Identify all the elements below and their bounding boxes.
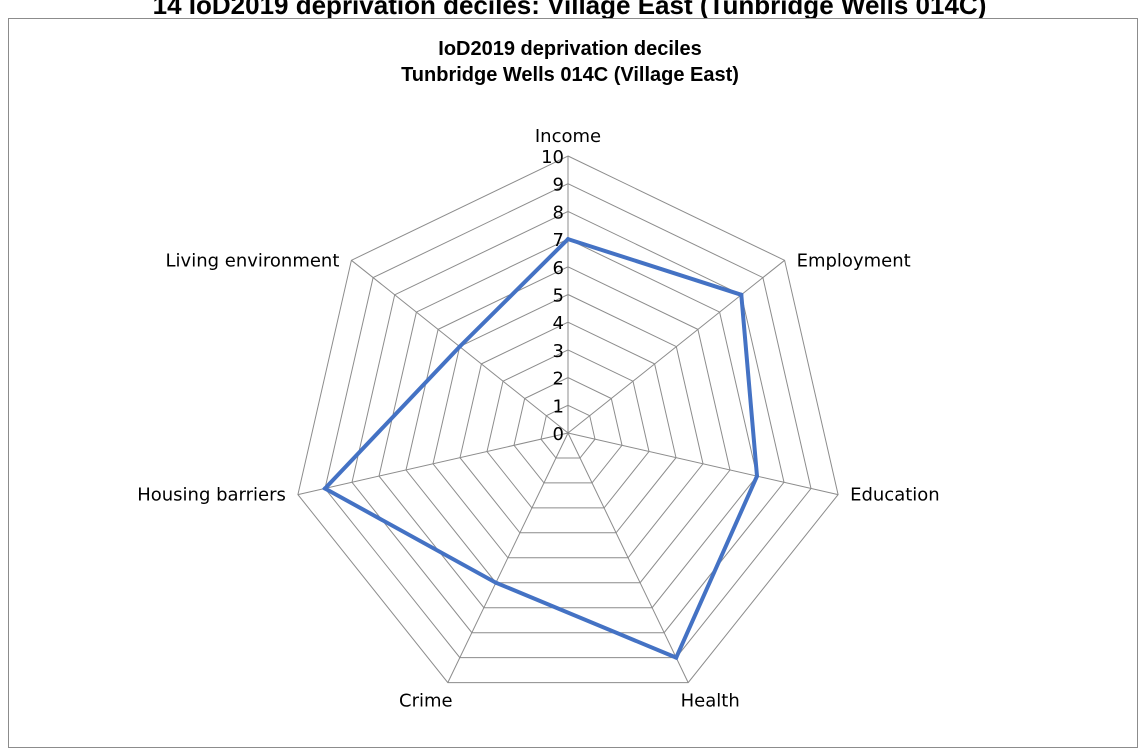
- tick-label: 9: [553, 175, 564, 196]
- category-labels: Income Employment Education Health Crime Hous…: [137, 126, 940, 712]
- spoke-3: [567, 432, 689, 683]
- grid-ring-8: [351, 210, 785, 634]
- chart-frame: IoD2019 deprivation deciles Tunbridge We…: [8, 18, 1138, 748]
- tick-label: 2: [553, 369, 564, 390]
- grid-ring-7: [378, 238, 758, 609]
- category-label: Crime: [399, 691, 453, 712]
- chart-title-line-1: IoD2019 deprivation deciles: [438, 38, 701, 60]
- tick-label: 0: [553, 424, 564, 445]
- category-label: Employment: [797, 250, 911, 271]
- radial-tick-labels: 0 1 2 3 4 5 6 7 8 9 10: [541, 147, 564, 445]
- data-point: [457, 344, 462, 349]
- spoke-1: [567, 259, 785, 434]
- tick-label: 8: [553, 202, 564, 223]
- radar-grid: [297, 155, 839, 684]
- grid-ring-6: [405, 266, 731, 584]
- spoke-2: [567, 432, 839, 496]
- grid-ring-2: [513, 377, 623, 484]
- category-label: Income: [535, 126, 601, 147]
- data-point: [493, 580, 498, 585]
- category-label: Living environment: [166, 250, 340, 271]
- tick-label: 3: [553, 341, 564, 362]
- grid-ring-9: [324, 183, 812, 659]
- tick-label: 1: [553, 396, 564, 417]
- data-point: [323, 486, 327, 491]
- grid-ring-1: [540, 404, 596, 459]
- category-label: Housing barriers: [137, 485, 286, 506]
- data-point: [739, 292, 744, 297]
- series-line-0: [321, 236, 760, 661]
- grid-ring-3: [486, 349, 650, 509]
- tick-label: 4: [553, 313, 564, 334]
- radar-chart: IoD2019 deprivation deciles Tunbridge We…: [137, 38, 940, 712]
- data-point: [566, 237, 570, 242]
- grid-ring-4: [459, 321, 677, 534]
- data-point: [674, 655, 679, 660]
- category-label: Health: [681, 691, 740, 712]
- chart-title-line-2: Tunbridge Wells 014C (Village East): [401, 64, 739, 86]
- tick-label: 6: [553, 258, 564, 279]
- spoke-4: [447, 432, 569, 683]
- spoke-5: [297, 432, 569, 496]
- radar-spokes: [297, 156, 839, 683]
- tick-label: 7: [553, 230, 564, 251]
- page-heading: 14 IoD2019 deprivation deciles: Village …: [152, 0, 987, 20]
- category-label: Education: [850, 485, 940, 506]
- data-point: [755, 474, 759, 479]
- tick-label: 5: [553, 286, 564, 307]
- grid-ring-5: [432, 293, 704, 559]
- tick-label: 10: [541, 147, 564, 168]
- grid-ring-10: [297, 155, 839, 684]
- series-layer: [321, 236, 760, 661]
